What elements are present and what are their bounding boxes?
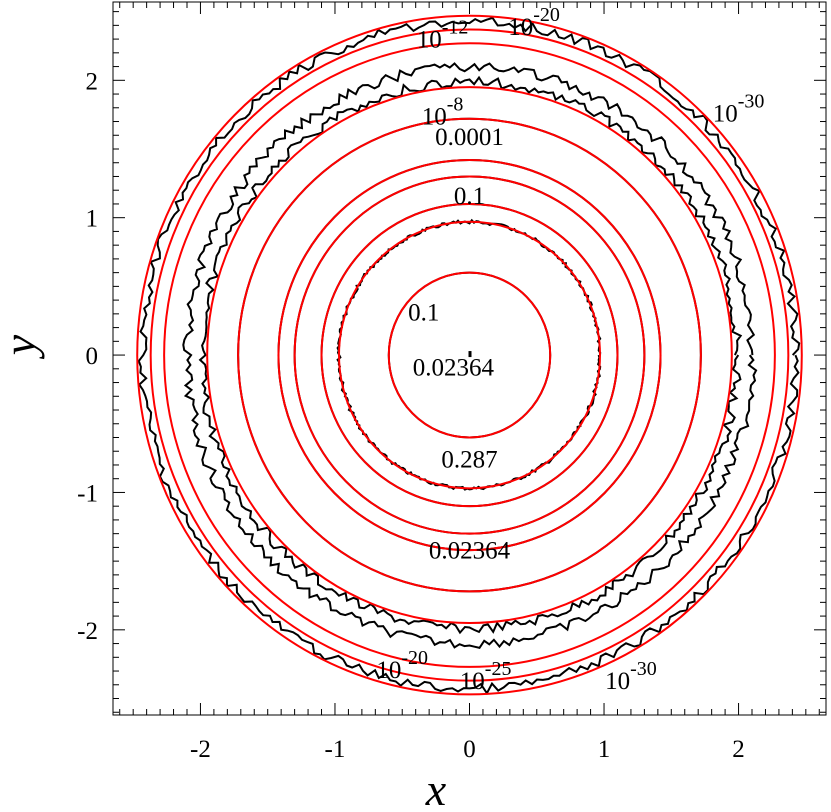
black-noisy-contour-ring bbox=[182, 62, 758, 650]
x-tick-label: -1 bbox=[325, 736, 346, 763]
contour-label: 10-30 bbox=[713, 91, 765, 128]
red-contour-ring bbox=[387, 271, 552, 439]
contour-label: 10-20 bbox=[508, 4, 560, 41]
contour-label: 10-8 bbox=[422, 93, 464, 130]
x-tick-label: 2 bbox=[732, 736, 745, 763]
red-contour-ring bbox=[136, 14, 803, 696]
y-tick-label: -1 bbox=[77, 480, 98, 507]
contour-label: 0.1 bbox=[454, 183, 485, 210]
black-noisy-contour-ring bbox=[137, 16, 801, 696]
contour-label: 10-25 bbox=[460, 658, 512, 695]
y-axis-label: y bbox=[0, 334, 45, 359]
x-tick-label: 0 bbox=[463, 736, 476, 763]
red-contour-ring bbox=[163, 42, 776, 668]
contour-label: 10-12 bbox=[417, 16, 469, 53]
contour-label: 10-20 bbox=[376, 647, 428, 684]
red-contour-ring bbox=[237, 117, 702, 593]
red-contour-ring bbox=[149, 28, 790, 682]
x-axis-label: x bbox=[425, 764, 447, 812]
center-marker bbox=[468, 351, 472, 358]
red-contour-ring bbox=[206, 86, 733, 624]
red-contour-ring bbox=[277, 158, 662, 552]
black-noisy-contour-ring bbox=[198, 75, 743, 635]
y-tick-label: -2 bbox=[77, 618, 98, 645]
contour-label: 0.0001 bbox=[435, 124, 504, 151]
red-contour-ring bbox=[338, 220, 601, 490]
x-axis-tick-labels: -2 -1 0 1 2 bbox=[190, 736, 745, 763]
contour-lines bbox=[136, 14, 803, 696]
red-contour-ring bbox=[293, 175, 646, 535]
y-axis-tick-labels: -2 -1 0 1 2 bbox=[77, 68, 98, 645]
x-tick-label: -2 bbox=[190, 736, 211, 763]
y-tick-label: 0 bbox=[86, 343, 99, 370]
contour-label: 0.1 bbox=[408, 300, 439, 327]
contour-label: 0.287 bbox=[441, 447, 497, 474]
contour-labels: 10-20 10-12 10-30 10-80.0001 0.1 0.1 0.02364 0.… bbox=[376, 4, 764, 695]
contour-label: 0.02364 bbox=[413, 355, 495, 382]
red-contour-ring bbox=[320, 202, 619, 508]
y-tick-label: 2 bbox=[86, 68, 99, 95]
y-axis-ticks bbox=[113, 11, 826, 713]
contour-label: 10-30 bbox=[605, 658, 657, 695]
y-tick-label: 1 bbox=[86, 206, 99, 233]
x-tick-label: 1 bbox=[598, 736, 611, 763]
contour-label: 0.02364 bbox=[429, 537, 511, 564]
x-axis-ticks bbox=[119, 2, 820, 715]
